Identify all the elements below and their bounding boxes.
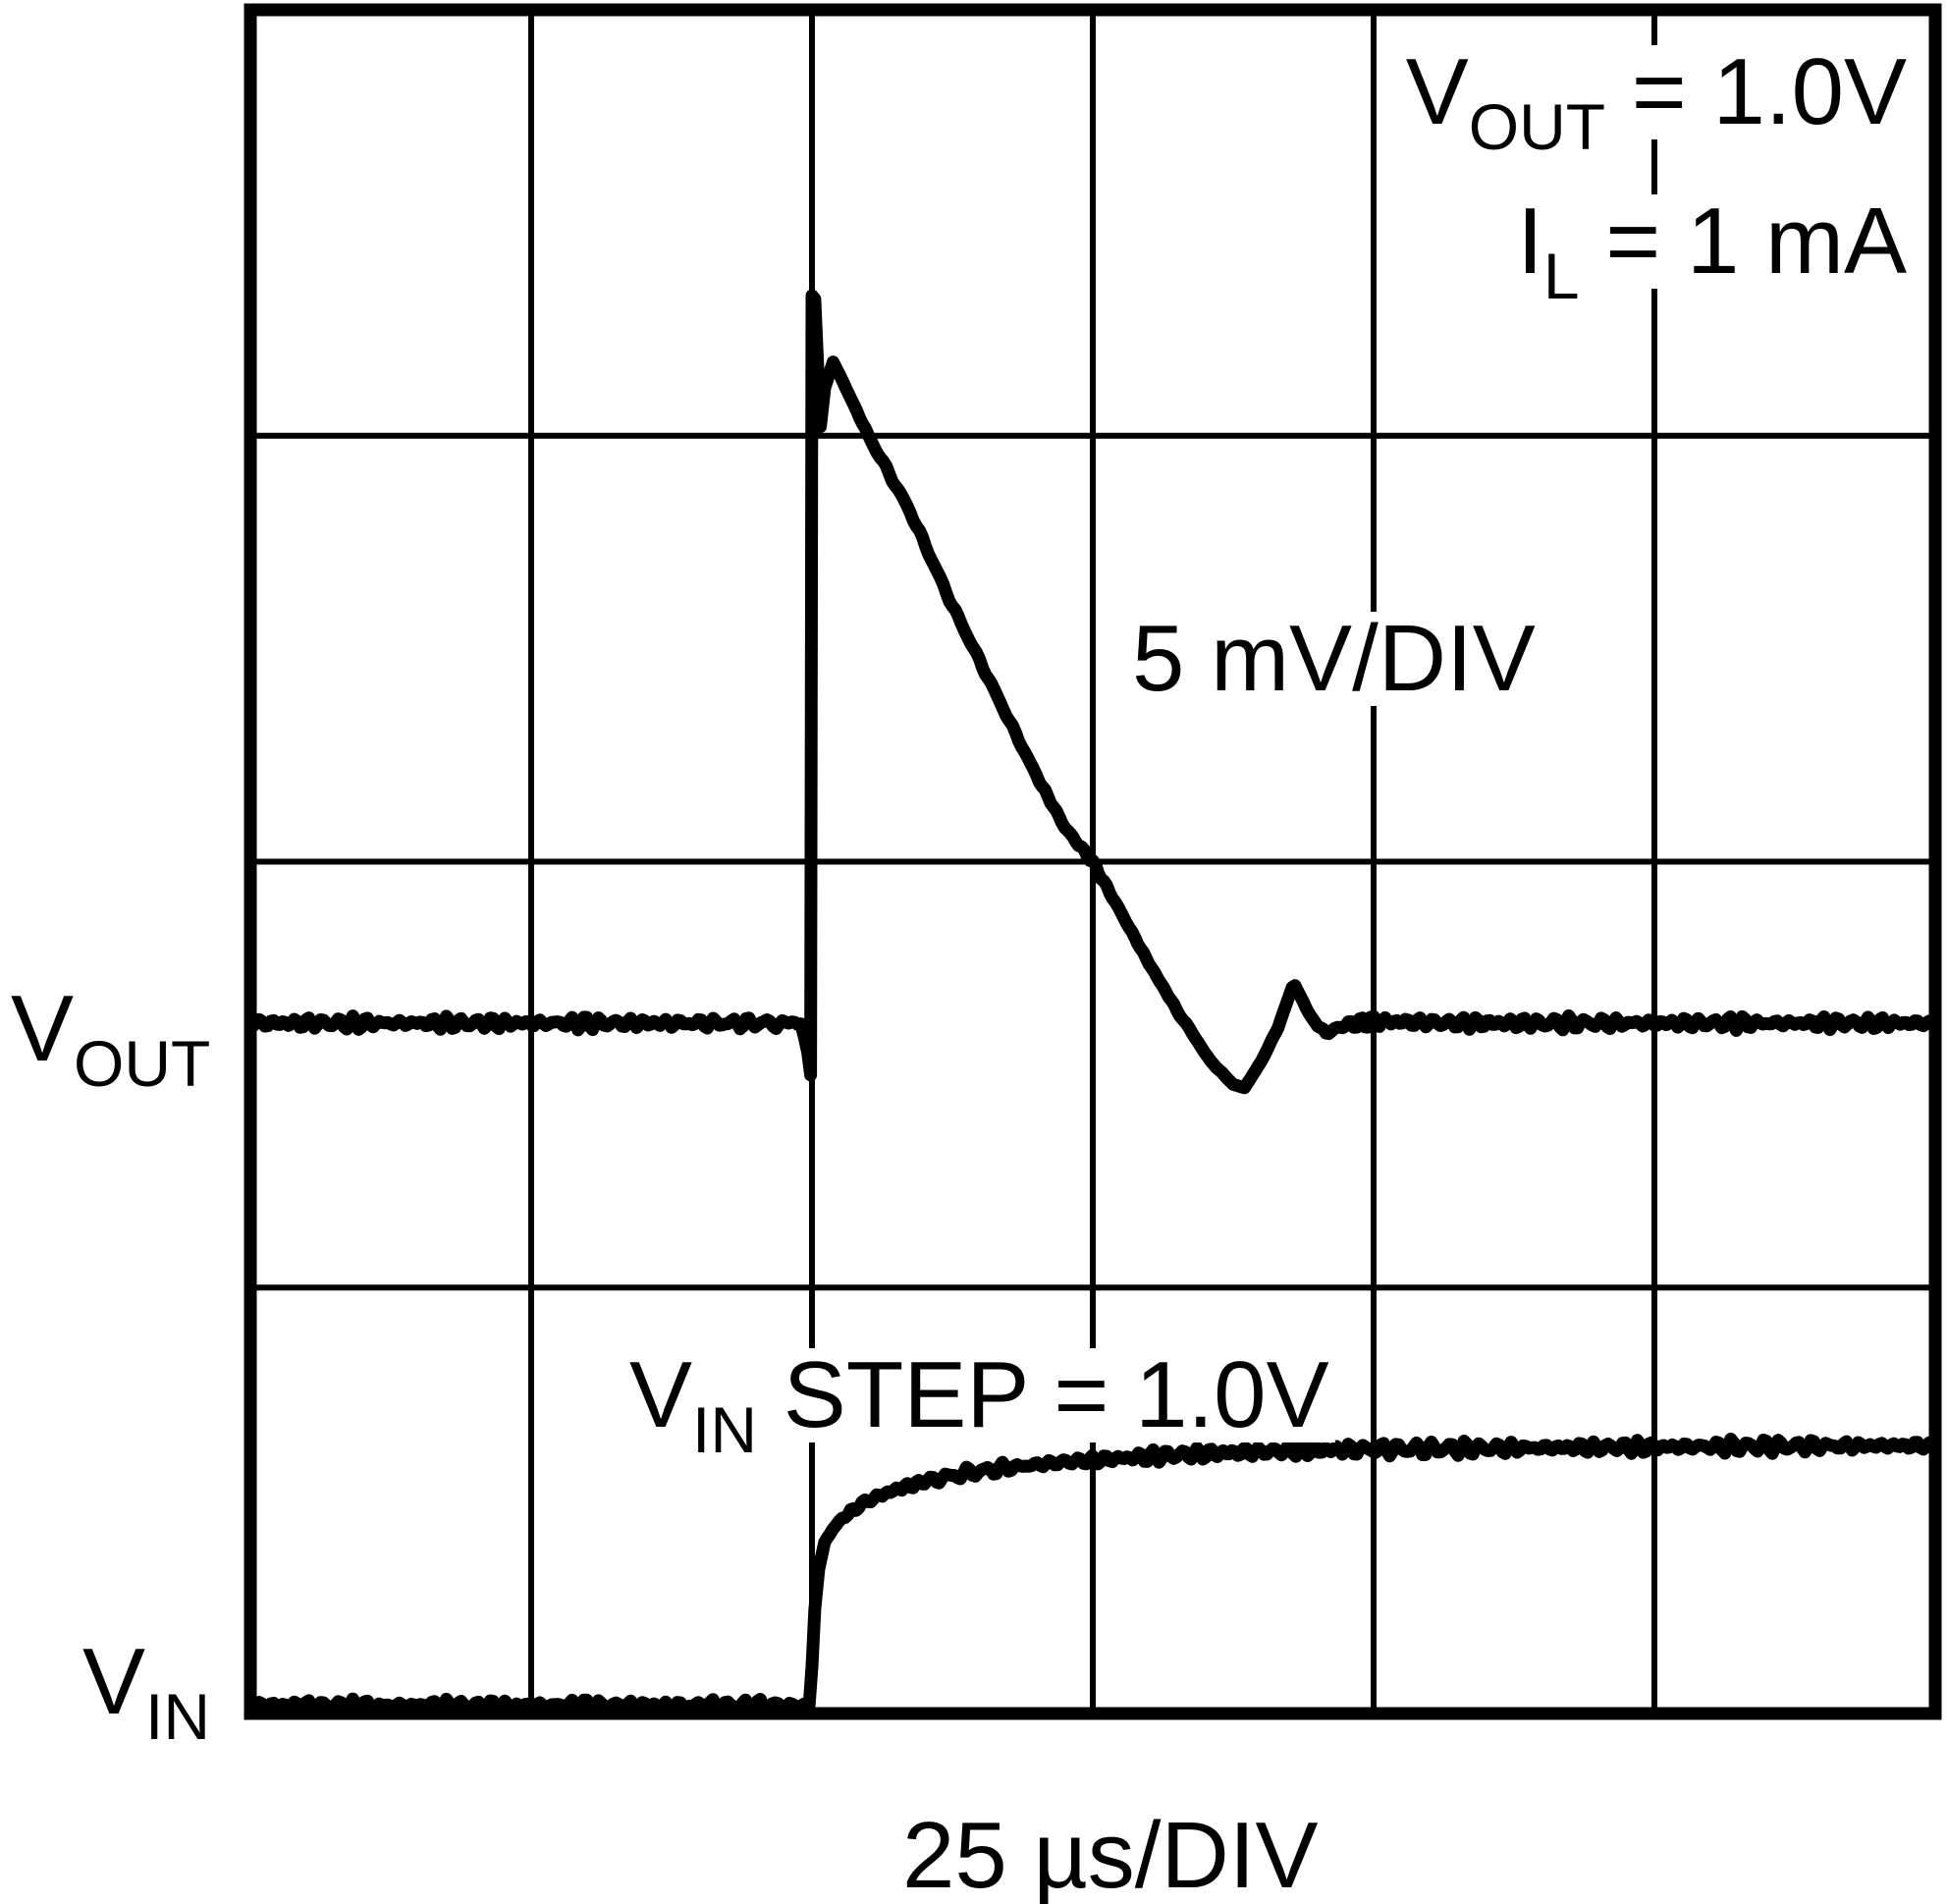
condition-il-symbol: I [1517, 189, 1543, 294]
vout-axis-subscript: OUT [74, 1027, 211, 1101]
vin-step-equals: STEP = 1.0V [757, 1342, 1329, 1447]
condition-vout-value: VOUT = 1.0V [1399, 45, 1913, 159]
vin-axis-symbol: V [82, 1629, 146, 1734]
vout-scale-label: 5 mV/DIV [1126, 612, 1541, 706]
vin-axis-label: VIN [77, 1635, 216, 1750]
condition-il-equals: = 1 mA [1579, 189, 1907, 294]
vout-axis-label: VOUT [5, 982, 216, 1097]
vout-axis-symbol: V [11, 976, 75, 1081]
vin-axis-subscript: IN [145, 1680, 211, 1754]
condition-vout-symbol: V [1405, 39, 1469, 144]
condition-il-subscript: L [1542, 240, 1580, 313]
condition-load-current: IL = 1 mA [1511, 194, 1913, 308]
vout-trace [243, 289, 1942, 1095]
vin-step-label: VIN STEP = 1.0V [623, 1348, 1335, 1462]
vin-trace [243, 1433, 1942, 1718]
vin-step-symbol: V [629, 1342, 693, 1447]
time-scale-label: 25 µs/DIV [902, 1803, 1319, 1904]
plot-border [243, 3, 1942, 1720]
condition-vout-subscript: OUT [1468, 90, 1606, 164]
condition-vout-equals: = 1.0V [1605, 39, 1907, 144]
vin-step-subscript: IN [692, 1393, 758, 1467]
